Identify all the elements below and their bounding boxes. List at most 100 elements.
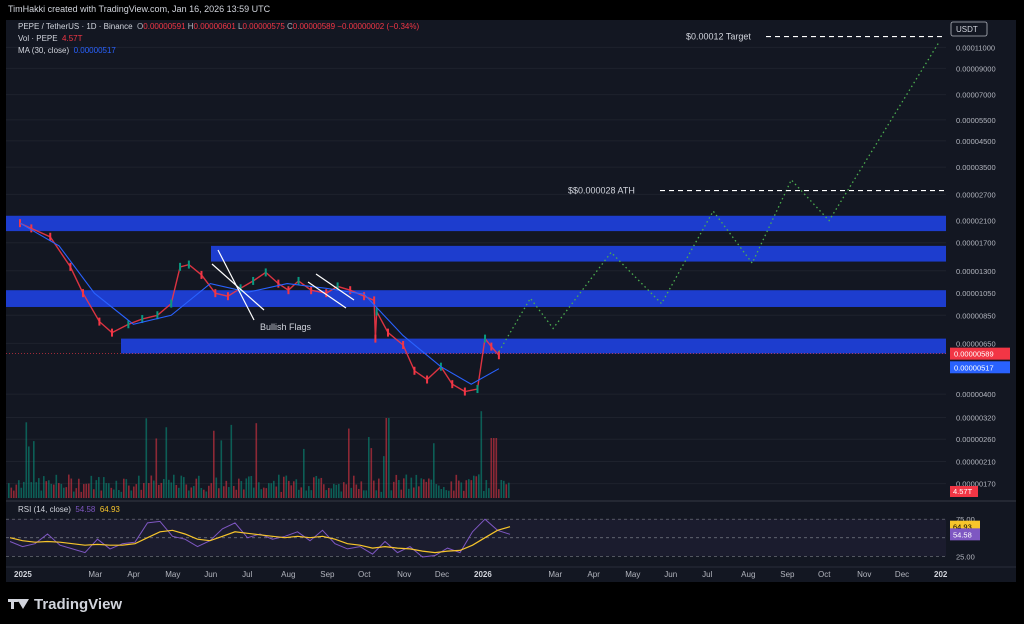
price-candle: [98, 317, 101, 326]
volume-bar: [443, 487, 445, 498]
flag-trendline[interactable]: [315, 273, 355, 301]
price-tick-label: 0.00005500: [956, 116, 996, 125]
volume-bar: [158, 484, 160, 498]
ma-legend[interactable]: MA (30, close) 0.00000517: [18, 46, 116, 55]
price-tag[interactable]: [950, 361, 1010, 374]
volume-bar: [383, 456, 385, 498]
price-tick-label: 0.00001300: [956, 267, 996, 276]
ohlc-l-value: 0.00000575: [242, 22, 285, 31]
time-tick-label: Apr: [587, 570, 600, 579]
volume-bar: [83, 484, 85, 498]
flag-trendline[interactable]: [211, 263, 265, 311]
volume-bar: [148, 483, 150, 498]
volume-bar: [408, 488, 410, 498]
support-zone-1[interactable]: [211, 245, 946, 262]
volume-bar: [228, 487, 230, 498]
projection-path[interactable]: [498, 42, 940, 353]
ma-label: MA (30, close): [18, 46, 70, 55]
time-tick-label: Jul: [242, 570, 252, 579]
volume-bar: [445, 490, 448, 498]
volume-bar: [418, 486, 420, 498]
volume-bar: [263, 487, 265, 498]
volume-bar: [348, 428, 350, 498]
price-tick-label: 0.00002700: [956, 190, 996, 199]
time-tick-label: 2026: [474, 570, 492, 579]
volume-bar: [35, 482, 38, 498]
volume-bar: [73, 491, 75, 498]
rsi-ma-value: 64.93: [99, 505, 120, 514]
volume-bar: [80, 491, 83, 498]
brand-name: TradingView: [34, 595, 123, 613]
volume-tag[interactable]: [950, 486, 978, 497]
currency-badge[interactable]: [950, 21, 988, 37]
support-zone-0[interactable]: [6, 215, 946, 232]
rsi-series-1[interactable]: [9, 526, 511, 554]
level-label-0: $0.00012 Target: [686, 32, 751, 42]
price-tick-label: 0.00001050: [956, 289, 996, 298]
symbol-legend[interactable]: PEPE / TetherUS · 1D · Binance O0.000005…: [18, 22, 419, 31]
support-zone-3[interactable]: [121, 338, 946, 354]
chart-area[interactable]: Bullish Flags $0.00012 Target $$0.000028 A…: [6, 20, 1016, 582]
flag-trendline[interactable]: [307, 281, 347, 309]
price-candle: [363, 292, 366, 301]
price-candle: [325, 289, 328, 298]
flag-trendline[interactable]: [217, 249, 255, 321]
volume-bar: [133, 486, 135, 498]
volume-bar: [70, 478, 73, 498]
volume-bar: [488, 488, 490, 498]
volume-bar: [205, 491, 208, 498]
volume-bar: [15, 484, 18, 498]
volume-bar: [210, 483, 213, 498]
price-candle: [19, 219, 21, 228]
volume-bar: [248, 476, 250, 498]
price-candle: [402, 340, 405, 349]
time-tick-label: Aug: [281, 570, 295, 579]
time-tick-label: Oct: [818, 570, 831, 579]
support-zone-2[interactable]: [6, 290, 946, 307]
volume-bar: [38, 478, 40, 498]
volume-bar: [495, 438, 498, 498]
price-tag[interactable]: [950, 347, 1010, 360]
price-candle: [214, 289, 217, 298]
tradingview-brand[interactable]: TradingView: [8, 594, 122, 614]
price-axis[interactable]: [948, 20, 1016, 582]
price-tick-label: 0.00004500: [956, 137, 996, 146]
ohlc-h-label: H: [187, 22, 194, 31]
volume-bar: [235, 489, 238, 498]
volume-bar: [23, 481, 25, 498]
volume-bar: [145, 418, 148, 498]
volume-bar: [8, 483, 10, 498]
volume-bar: [255, 423, 258, 498]
currency-label: USDT: [956, 25, 978, 34]
volume-bar: [455, 474, 458, 498]
volume-legend[interactable]: Vol · PEPE 4.57T: [18, 34, 83, 43]
price-chart[interactable]: Bullish Flags $0.00012 Target $$0.000028 A…: [6, 20, 1016, 582]
volume-bar: [478, 474, 480, 498]
rsi-legend[interactable]: RSI (14, close) 54.58 64.93: [18, 505, 120, 514]
ohlc-o-label: O: [137, 22, 144, 31]
volume-bar: [358, 488, 360, 498]
time-tick-label: Jul: [702, 570, 712, 579]
volume-bar: [120, 491, 123, 498]
volume-bar: [465, 480, 468, 498]
volume-bar: [270, 483, 273, 498]
price-candle: [336, 282, 339, 291]
volume-bar: [368, 437, 370, 498]
price-tick-label: 0.00007000: [956, 91, 996, 100]
ma-30-line[interactable]: [19, 222, 500, 385]
volume-bar: [20, 487, 23, 498]
volume-bar: [180, 475, 183, 498]
ohlc-o-value: 0.00000591: [143, 22, 186, 31]
volume-bar: [325, 490, 328, 498]
rsi-value-tag[interactable]: [950, 528, 980, 541]
rsi-series-0[interactable]: [9, 518, 511, 558]
volume-bar: [438, 485, 440, 498]
volume-bar: [303, 448, 305, 498]
price-tick-label: 0.00009000: [956, 64, 996, 73]
price-candle: [349, 286, 352, 295]
volume-bar: [203, 489, 205, 498]
price-candle: [187, 260, 190, 269]
price-tag-label: 0.00000589: [954, 350, 994, 359]
volume-bar: [160, 482, 163, 498]
volume-bar: [55, 474, 58, 498]
